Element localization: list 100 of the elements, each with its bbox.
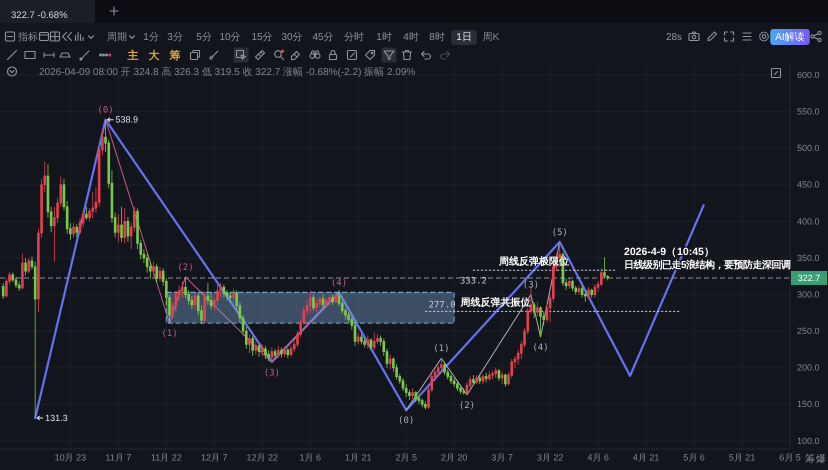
candlestick — [126, 216, 130, 242]
candlestick — [308, 290, 312, 314]
candlestick — [424, 401, 427, 410]
candlestick — [318, 296, 322, 308]
candlestick — [267, 350, 270, 362]
candlestick — [260, 344, 264, 356]
candlestick — [328, 294, 331, 306]
y-tick-label: 600.0 — [797, 70, 820, 80]
text: 30分 — [281, 31, 303, 43]
candlestick — [472, 374, 475, 386]
y-tick-label: 350.0 — [797, 252, 820, 263]
x-tick-label: 1月 21 — [344, 452, 372, 462]
text: 10分 — [219, 31, 241, 43]
candlestick — [283, 346, 286, 358]
candlestick — [120, 206, 123, 242]
candlestick — [475, 374, 478, 384]
candlestick — [536, 301, 539, 317]
candlestick — [27, 258, 30, 274]
candlestick — [322, 294, 324, 308]
candlestick — [264, 345, 267, 360]
candlestick — [158, 266, 162, 282]
text: 28s — [666, 32, 682, 43]
y-tick-label: 200.0 — [797, 362, 820, 373]
text: 周K — [482, 32, 500, 43]
x-tick-label: 12月 22 — [246, 452, 278, 462]
candlestick — [194, 292, 196, 310]
candlestick — [222, 284, 226, 298]
candlestick — [366, 335, 370, 350]
candlestick — [258, 343, 260, 358]
candlestick — [251, 335, 254, 356]
candlestick — [117, 214, 120, 242]
data-label: 538.9 — [116, 114, 138, 125]
annotation: (5) — [552, 228, 568, 238]
candlestick — [2, 282, 4, 300]
candlestick — [388, 354, 392, 370]
candlestick — [356, 332, 360, 345]
candlestick — [498, 368, 500, 382]
candlestick — [504, 373, 507, 388]
candlestick — [228, 291, 232, 302]
annotation: 333.2 — [460, 276, 487, 286]
candlestick — [482, 374, 484, 384]
candlestick — [24, 258, 27, 276]
annotation: (4) — [330, 278, 348, 288]
y-tick-label: 250.0 — [797, 326, 820, 336]
text: 322.7 -0.68% — [11, 10, 68, 21]
x-tick-label: 4月 6 — [587, 452, 609, 462]
candlestick — [414, 390, 418, 403]
text: 8时 — [429, 31, 445, 43]
candlestick — [206, 282, 210, 306]
x-tick-label: 2月 20 — [440, 452, 468, 462]
x-tick-label: 5月 21 — [728, 452, 756, 462]
x-tick-label: 11月 22 — [150, 452, 182, 462]
text: 筹 — [168, 49, 180, 62]
candlestick — [85, 206, 88, 220]
candlestick — [18, 280, 20, 292]
x-tick-label: 3月 7 — [491, 452, 513, 462]
candlestick — [123, 208, 126, 244]
y-tick-label: 450.0 — [797, 180, 820, 190]
candlestick — [181, 280, 184, 298]
candlestick — [571, 280, 574, 292]
candlestick — [539, 306, 542, 338]
y-tick-label: 550.0 — [797, 106, 820, 116]
candlestick — [587, 286, 590, 300]
annotation: (2) — [177, 262, 194, 273]
x-tick-label: 2月 5 — [395, 452, 417, 462]
annotation: 2026-04-09 08:00 开 324.8 高 326.3 低 319.5 收 322.7 涨幅 -0.68%(-2.2) 振幅 2.09% — [39, 66, 416, 78]
candlestick — [290, 345, 292, 358]
text: 筹 — [805, 453, 815, 465]
candlestick — [568, 278, 571, 290]
candlestick — [276, 345, 280, 359]
candlestick — [459, 384, 462, 395]
text: 主 — [126, 49, 138, 62]
x-tick-label: 11月 7 — [105, 452, 132, 462]
text: 1日 — [456, 32, 472, 43]
candlestick — [152, 261, 155, 277]
annotation: (2) — [458, 400, 476, 411]
text: 15分 — [251, 31, 273, 43]
x-tick-label: 4月 21 — [632, 452, 660, 462]
y-tick-label: 100.0 — [797, 436, 820, 446]
candlestick — [312, 294, 315, 312]
y-tick-label: 300.0 — [797, 289, 820, 300]
annotation: 277.0 — [428, 300, 456, 310]
candlestick — [500, 372, 504, 384]
candlestick — [456, 380, 459, 392]
annotation: (4) — [532, 343, 549, 354]
candlestick — [274, 348, 276, 360]
candlestick — [75, 224, 78, 238]
candlestick — [254, 341, 258, 355]
candlestick — [334, 292, 338, 304]
candlestick — [331, 294, 334, 306]
candlestick — [203, 291, 206, 323]
ref-line-label: 322.7 — [798, 272, 820, 283]
candlestick — [72, 222, 75, 238]
candlestick — [452, 378, 456, 388]
text: 1分 — [143, 31, 159, 43]
candlestick — [21, 253, 24, 290]
text: 大 — [148, 49, 160, 62]
text: 4时 — [403, 31, 419, 43]
text: 45分 — [312, 31, 334, 43]
candlestick — [491, 370, 494, 380]
